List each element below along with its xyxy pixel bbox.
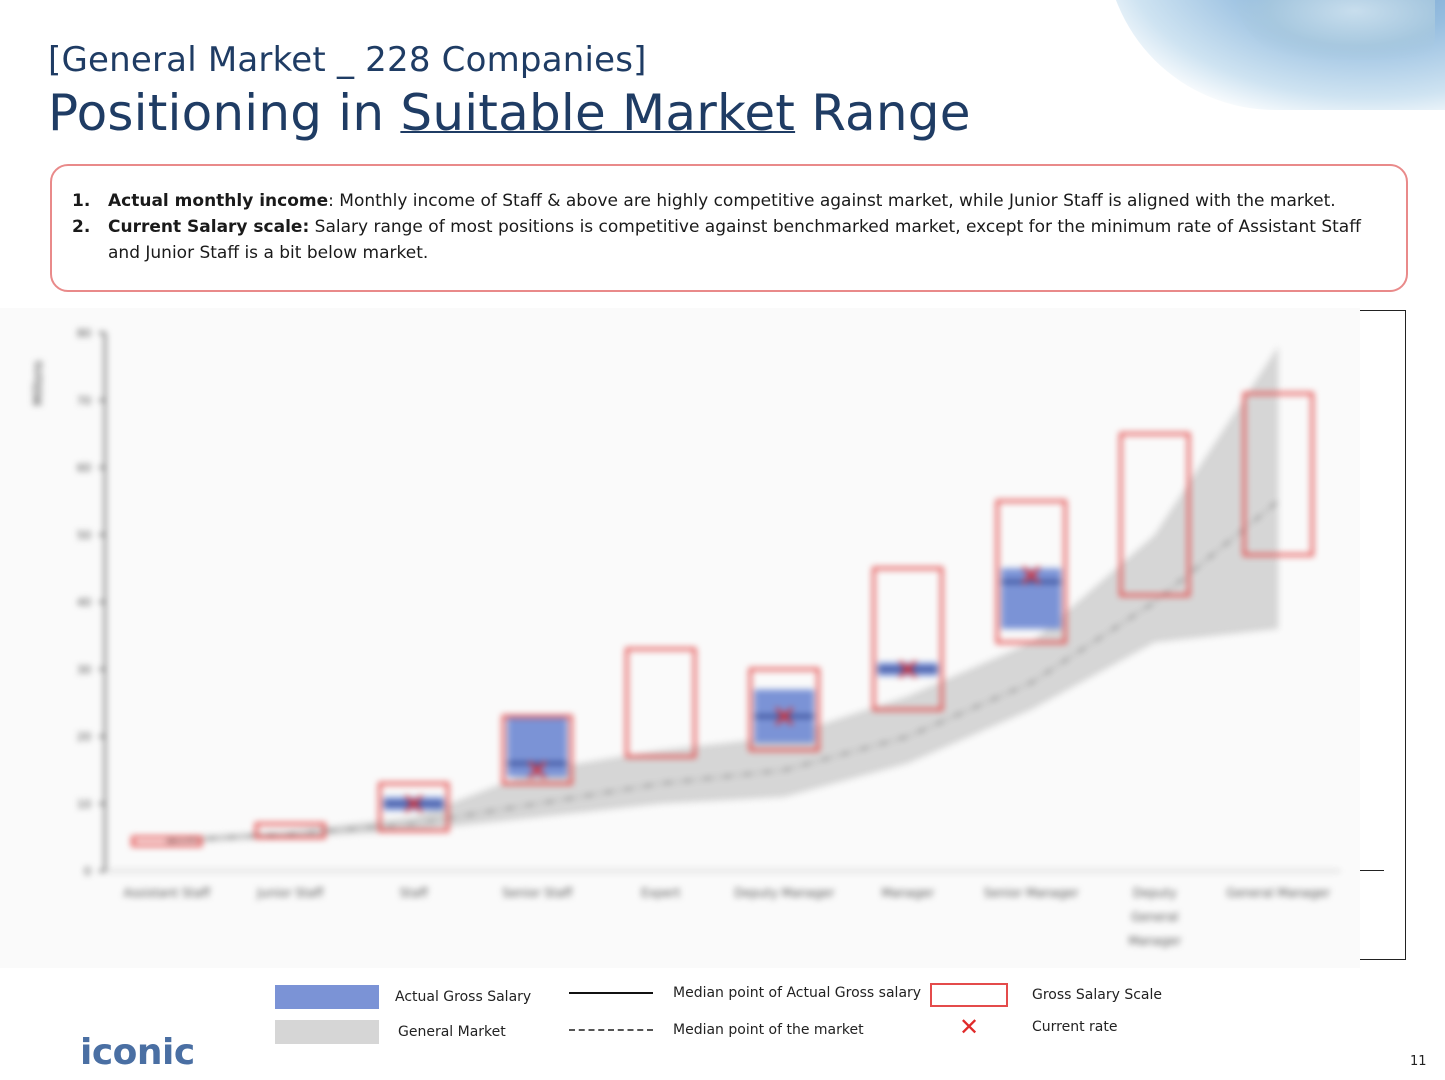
page-number: 11 <box>1410 1054 1427 1069</box>
chart-legend: Actual Gross Salary General Market Media… <box>0 975 1445 1055</box>
x-tick-label: Junior Staff <box>256 886 324 900</box>
x-tick-label: Manager <box>881 886 934 900</box>
legend-scale: Gross Salary Scale <box>930 983 1162 1007</box>
salary-positioning-chart: 0 10 20 30 40 50 60 70 80 Millions Assistant Staff… <box>0 308 1360 968</box>
legend-label-current: Current rate <box>1032 1019 1118 1035</box>
salary-scale-box <box>131 835 203 847</box>
note-body: Monthly income of Staff & above are high… <box>333 191 1336 211</box>
x-tick-label: Expert <box>641 886 681 900</box>
note-label: Actual monthly income <box>108 191 329 211</box>
note-number: 2. <box>72 217 91 237</box>
y-tick-label: 50 <box>77 529 91 542</box>
legend-current: ✕ Current rate <box>930 1013 1118 1041</box>
chart-frame-tick <box>1360 870 1384 871</box>
salary-scale-box <box>254 822 326 839</box>
brand-logo: iconic <box>80 1032 195 1073</box>
note-text: Actual monthly income: Monthly income of… <box>108 188 1336 214</box>
note-number: 1. <box>72 191 91 211</box>
x-tick-label: Senior Staff <box>502 886 573 900</box>
legend-actual: Actual Gross Salary <box>275 985 531 1009</box>
y-tick-label: 60 <box>77 462 91 475</box>
y-tick-label: 70 <box>77 394 91 407</box>
current-rate-mark <box>775 707 794 726</box>
note-item: 2. Current Salary scale: Salary range of… <box>72 214 1386 266</box>
current-rate-mark <box>404 794 423 813</box>
x-tick-label: Staff <box>400 886 429 900</box>
legend-swatch-scale <box>930 983 1008 1007</box>
legend-median-actual: Median point of Actual Gross salary <box>569 985 921 1001</box>
x-tick-label: Deputy Manager <box>734 886 834 900</box>
market-band <box>166 346 1279 845</box>
legend-swatch-median-actual <box>569 992 653 994</box>
x-tick-label: Senior Manager <box>984 886 1079 900</box>
legend-swatch-actual <box>275 985 379 1009</box>
note-text: Current Salary scale: Salary range of mo… <box>108 214 1386 266</box>
actual-gross-bar <box>1001 568 1062 629</box>
current-rate-mark <box>528 761 547 780</box>
note-item: 1. Actual monthly income: Monthly income… <box>72 188 1386 214</box>
legend-median-market: Median point of the market <box>569 1022 864 1038</box>
salary-scale-box <box>625 647 697 759</box>
legend-swatch-median-market <box>569 1029 653 1031</box>
y-tick-label: 10 <box>77 798 91 811</box>
current-rate-mark <box>898 660 917 679</box>
y-tick-label: 20 <box>77 731 91 744</box>
salary-scale-box <box>1242 392 1314 557</box>
chart-frame <box>1360 310 1406 960</box>
note-body: Salary range of most positions is compet… <box>108 217 1361 263</box>
title-suffix: Range <box>795 84 971 142</box>
page-title: Positioning in Suitable Market Range <box>48 84 971 142</box>
market-median-line <box>166 500 1279 842</box>
legend-label-market: General Market <box>398 1024 506 1040</box>
title-prefix: Positioning in <box>48 84 401 142</box>
legend-swatch-market <box>275 1020 379 1044</box>
y-tick-label: 80 <box>77 327 91 340</box>
notes-box: 1. Actual monthly income: Monthly income… <box>50 164 1408 292</box>
map-decoration <box>1235 0 1435 60</box>
note-sep: : <box>328 191 334 211</box>
salary-scale-box <box>995 499 1067 644</box>
salary-scale-box <box>748 667 820 752</box>
legend-label-actual: Actual Gross Salary <box>395 989 532 1005</box>
y-tick-label: 40 <box>77 596 91 609</box>
x-tick-label: General Manager <box>1226 886 1330 900</box>
legend-label-median-market: Median point of the market <box>673 1022 864 1038</box>
x-tick-label: Deputy General Manager <box>1128 886 1181 948</box>
current-rate-mark <box>1022 566 1041 585</box>
y-tick-label: 30 <box>77 663 91 676</box>
salary-scale-box <box>872 566 944 712</box>
note-label: Current Salary scale: <box>108 217 310 237</box>
legend-swatch-current: ✕ <box>958 1013 980 1041</box>
y-axis-label: Millions <box>31 361 45 406</box>
actual-gross-bar <box>507 716 568 777</box>
chart-area: 0 10 20 30 40 50 60 70 80 Millions Assistant Staff… <box>0 308 1360 968</box>
chart-plot-group: 0 10 20 30 40 50 60 70 80 Millions Assistant Staff… <box>31 327 1340 948</box>
salary-scale-box <box>501 714 573 786</box>
legend-market: General Market <box>275 1020 506 1044</box>
y-tick-label: 0 <box>84 865 91 878</box>
salary-scale-box <box>378 782 450 833</box>
title-underlined: Suitable Market <box>400 84 796 142</box>
page-subtitle: [General Market _ 228 Companies] <box>48 40 647 80</box>
x-tick-label: Assistant Staff <box>124 886 211 900</box>
salary-scale-box <box>1119 432 1191 597</box>
legend-label-scale: Gross Salary Scale <box>1032 987 1162 1003</box>
legend-label-median-actual: Median point of Actual Gross salary <box>673 985 922 1001</box>
